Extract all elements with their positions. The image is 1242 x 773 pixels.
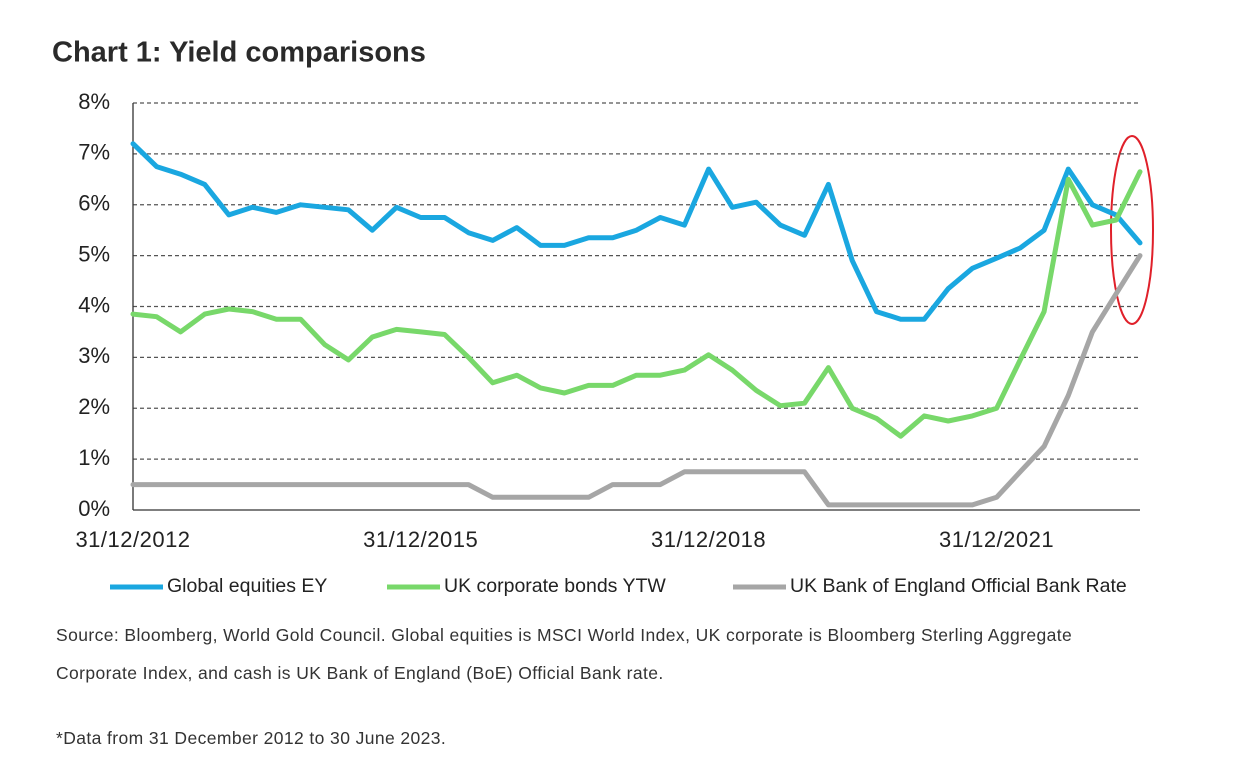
y-tick-label: 2% — [78, 394, 110, 419]
series-line — [130, 253, 1143, 508]
legend-label: UK Bank of England Official Bank Rate — [790, 575, 1127, 597]
series-line — [130, 141, 1143, 322]
series-line — [130, 169, 1143, 439]
y-tick-label: 7% — [78, 140, 110, 165]
chart: Chart 1: Yield comparisons 0% 1% 2% 3% 4% 5% 6… — [52, 37, 1154, 597]
footnote: *Data from 31 December 2012 to 30 June 2… — [56, 728, 447, 748]
y-tick-label: 8% — [78, 89, 110, 114]
y-tick-label: 6% — [78, 191, 110, 216]
legend-label: UK corporate bonds YTW — [444, 575, 666, 597]
y-tick-label: 5% — [78, 241, 110, 266]
legend-label: Global equities EY — [167, 575, 327, 597]
y-tick-label: 3% — [78, 343, 110, 368]
x-tick-label: 31/12/2015 — [363, 527, 478, 552]
x-tick-label: 31/12/2018 — [651, 527, 766, 552]
x-tick-label: 31/12/2012 — [75, 527, 190, 552]
source-note: Source: Bloomberg, World Gold Council. G… — [56, 625, 1073, 683]
y-tick-label: 4% — [78, 292, 110, 317]
y-tick-label: 1% — [78, 445, 110, 470]
y-tick-label: 0% — [78, 496, 110, 521]
chart-title: Chart 1: Yield comparisons — [52, 37, 426, 69]
x-tick-label: 31/12/2021 — [939, 527, 1054, 552]
highlight-ellipse — [1110, 135, 1154, 325]
